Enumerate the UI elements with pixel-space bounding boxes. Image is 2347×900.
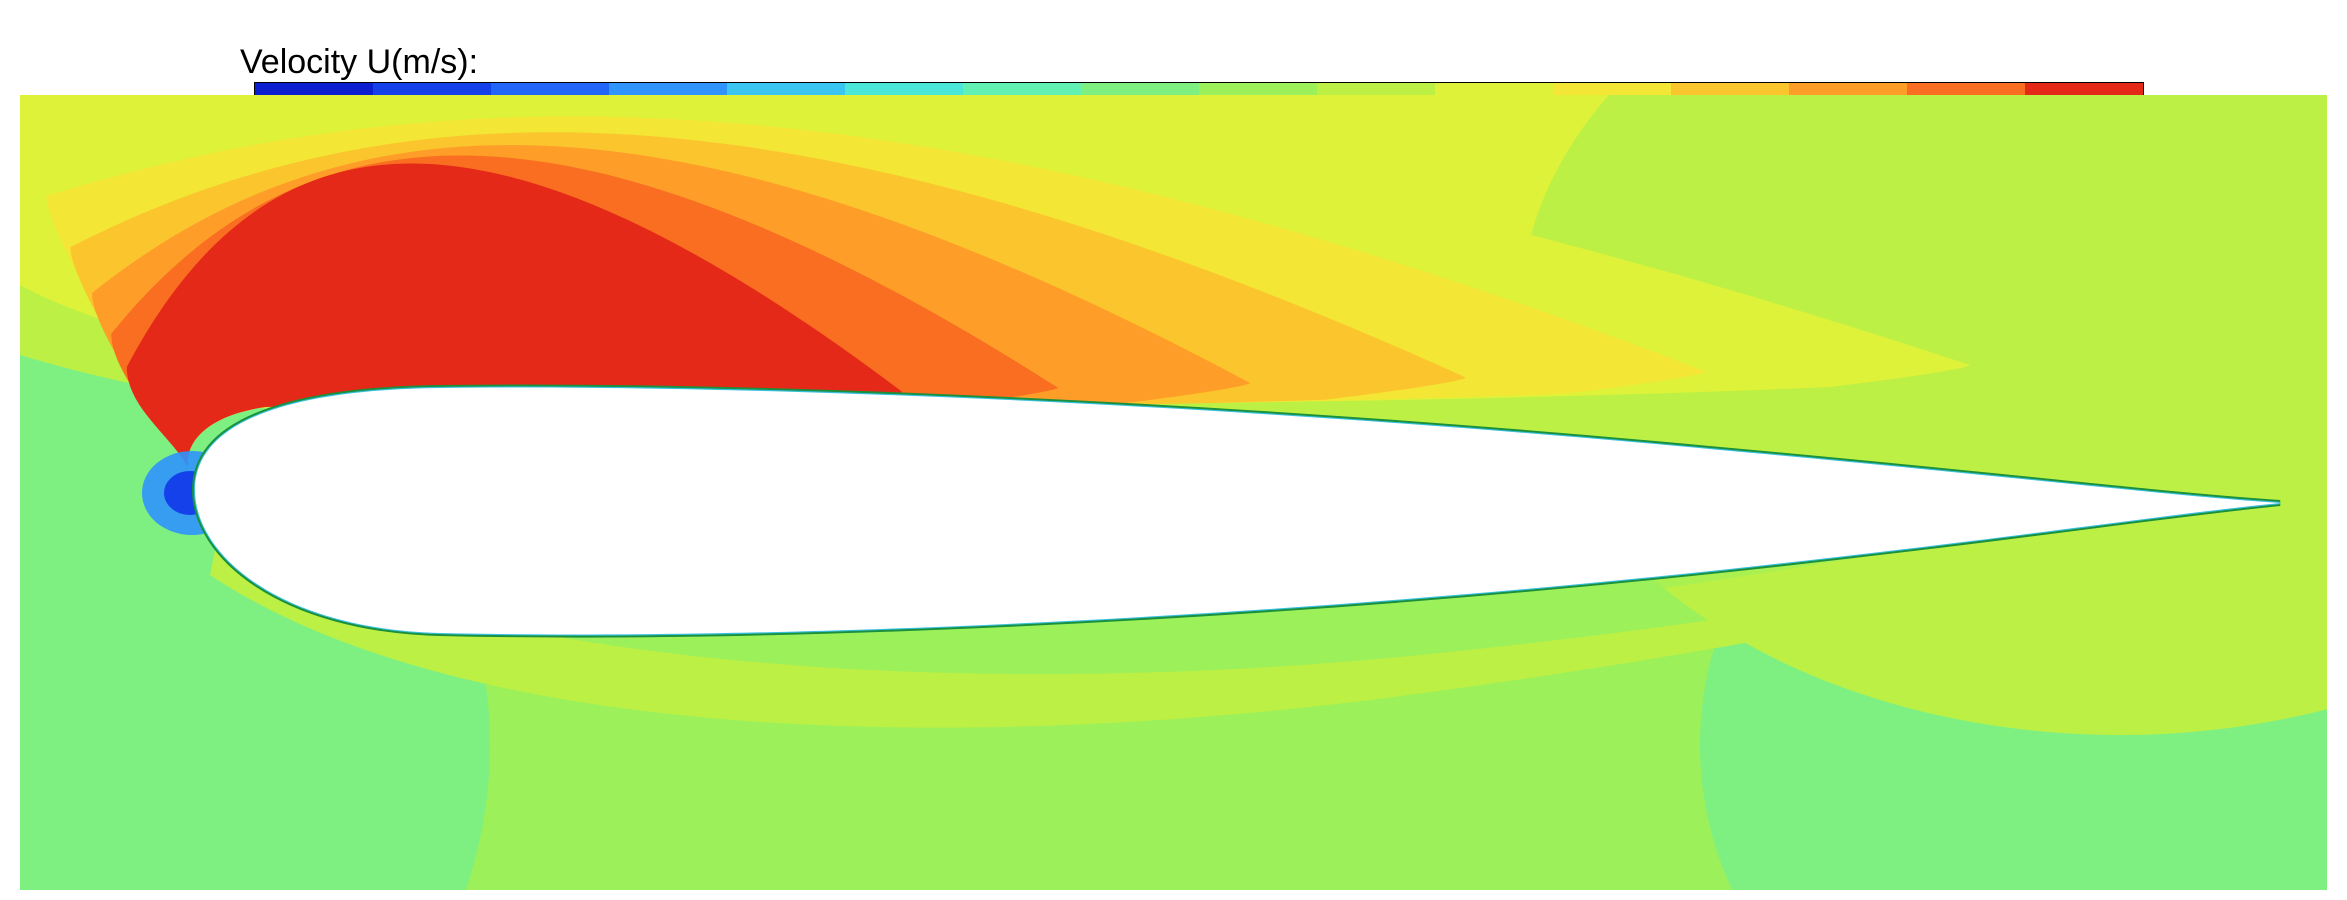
- contour-plot: [20, 95, 2327, 890]
- legend-label: Velocity U(m/s):: [240, 43, 478, 82]
